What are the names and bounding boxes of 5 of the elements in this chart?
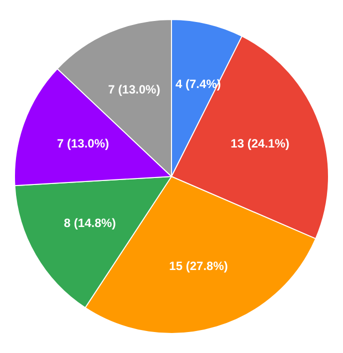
- data-label: 15 (27.8%): [169, 259, 228, 274]
- data-label: 13 (24.1%): [230, 136, 290, 151]
- data-label: 7 (13.0%): [108, 82, 160, 96]
- data-label: 7 (13.0%): [56, 136, 109, 151]
- data-label: 8 (14.8%): [64, 216, 116, 230]
